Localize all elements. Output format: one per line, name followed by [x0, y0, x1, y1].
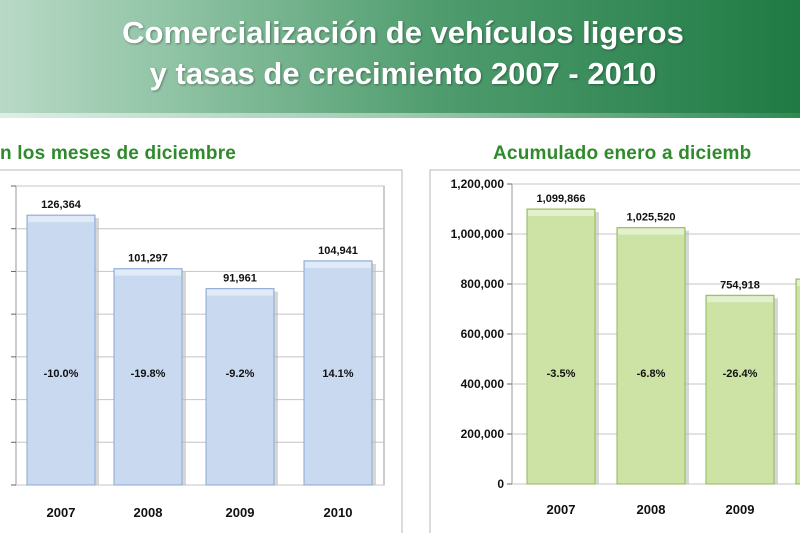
bar-value-label: 104,941	[318, 245, 358, 257]
bar-highlight	[618, 228, 684, 235]
y-tick-label: 800,000	[461, 277, 505, 291]
right-chart-title: Acumulado enero a diciemb	[493, 143, 752, 164]
bar-growth-label: -3.5%	[547, 368, 576, 380]
bar-highlight	[707, 296, 773, 303]
bar-highlight	[207, 289, 273, 296]
chart-2: 0 200,000 400,000 600,000 800,000 1,000,000 1,…	[429, 169, 800, 533]
header-accent-bar	[0, 113, 800, 118]
x-category-label: 2010	[324, 505, 353, 520]
left-chart-title: n los meses de diciembre	[0, 143, 237, 164]
x-category-label: 2008	[637, 502, 666, 517]
bar-2007	[26, 214, 96, 486]
bar-growth-label: 14.1%	[322, 368, 353, 380]
bar-2009	[705, 294, 775, 485]
bar-growth-label: -6.8%	[637, 368, 666, 380]
bar-2007	[526, 208, 596, 485]
bar-growth-label: -19.8%	[131, 368, 166, 380]
bar-value-label: 1,025,520	[627, 212, 676, 224]
header-banner: Comercialización de vehículos ligeros y …	[0, 0, 800, 113]
bar-highlight	[305, 261, 371, 268]
y-tick-label: 0	[497, 477, 504, 491]
x-category-label: 2007	[547, 502, 576, 517]
bar-2009	[205, 288, 275, 486]
bar-highlight	[797, 280, 800, 286]
bar-value-label: 1,099,866	[537, 193, 586, 205]
page-title-line1: Comercialización de vehículos ligeros	[122, 15, 684, 50]
bar-2010	[303, 260, 373, 486]
x-category-label: 2009	[726, 502, 755, 517]
y-tick-label: 1,000,000	[451, 227, 505, 241]
page-title-line2: y tasas de crecimiento 2007 - 2010	[149, 56, 657, 91]
y-tick-label: 200,000	[461, 427, 505, 441]
bar-growth-label: -26.4%	[723, 368, 758, 380]
bar-growth-label: -10.0%	[44, 368, 79, 380]
bar-2008	[113, 268, 183, 486]
x-category-label: 2009	[226, 505, 255, 520]
y-tick-label: 1,200,000	[451, 177, 505, 191]
bar-value-label: 754,918	[720, 279, 760, 291]
bar-growth-label: -9.2%	[226, 368, 255, 380]
bar-2008	[616, 227, 686, 485]
bar-value-label: 126,364	[41, 199, 82, 211]
chart-1: 126,364 -10.0% 2007 101,297 -19.8% 2008 91,961…	[0, 169, 403, 533]
bar-2010	[795, 278, 800, 485]
x-category-label: 2008	[134, 505, 163, 520]
bar-value-label: 101,297	[128, 253, 168, 265]
x-category-label: 2007	[47, 505, 76, 520]
bar-highlight	[528, 210, 594, 217]
bar-highlight	[28, 216, 94, 223]
y-tick-label: 600,000	[461, 327, 505, 341]
bar-value-label: 91,961	[223, 273, 257, 285]
y-tick-label: 400,000	[461, 377, 505, 391]
bar-highlight	[115, 269, 181, 276]
